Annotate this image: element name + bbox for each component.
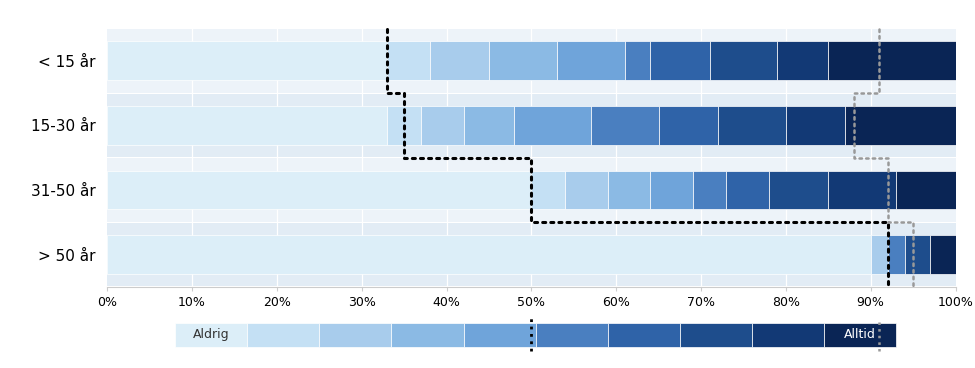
Bar [625,42,650,80]
Bar [752,323,824,347]
Bar [824,323,896,347]
Bar [107,171,531,209]
Bar [387,42,430,80]
Bar [557,42,625,80]
Bar [515,106,591,145]
Bar [535,323,607,347]
Bar [769,171,829,209]
Bar [107,236,871,274]
Text: Alltid: Alltid [844,328,876,342]
Bar [710,42,777,80]
Bar [421,106,463,145]
Bar [777,42,828,80]
Bar [829,171,896,209]
Bar [430,42,488,80]
Bar [726,171,769,209]
Bar [176,323,248,347]
Bar [659,106,718,145]
Bar [488,42,557,80]
Bar [871,236,887,274]
Bar [887,236,905,274]
Bar [607,171,650,209]
Bar [107,94,956,157]
Bar [248,323,320,347]
Bar [591,106,659,145]
Bar [692,171,726,209]
Bar [829,42,956,80]
Bar [718,106,786,145]
Bar [391,323,463,347]
Bar [107,42,387,80]
Bar [930,236,956,274]
Bar [845,106,956,145]
Text: Aldrig: Aldrig [193,328,229,342]
Bar [463,106,515,145]
Bar [680,323,752,347]
Bar [107,106,387,145]
Bar [566,171,607,209]
Bar [107,29,956,92]
Bar [320,323,391,347]
Bar [650,171,692,209]
Bar [650,42,710,80]
Bar [463,323,535,347]
Bar [531,171,565,209]
Bar [896,171,956,209]
Bar [905,236,930,274]
Bar [107,223,956,286]
Bar [387,106,421,145]
Bar [607,323,680,347]
Bar [107,159,956,222]
Bar [786,106,845,145]
